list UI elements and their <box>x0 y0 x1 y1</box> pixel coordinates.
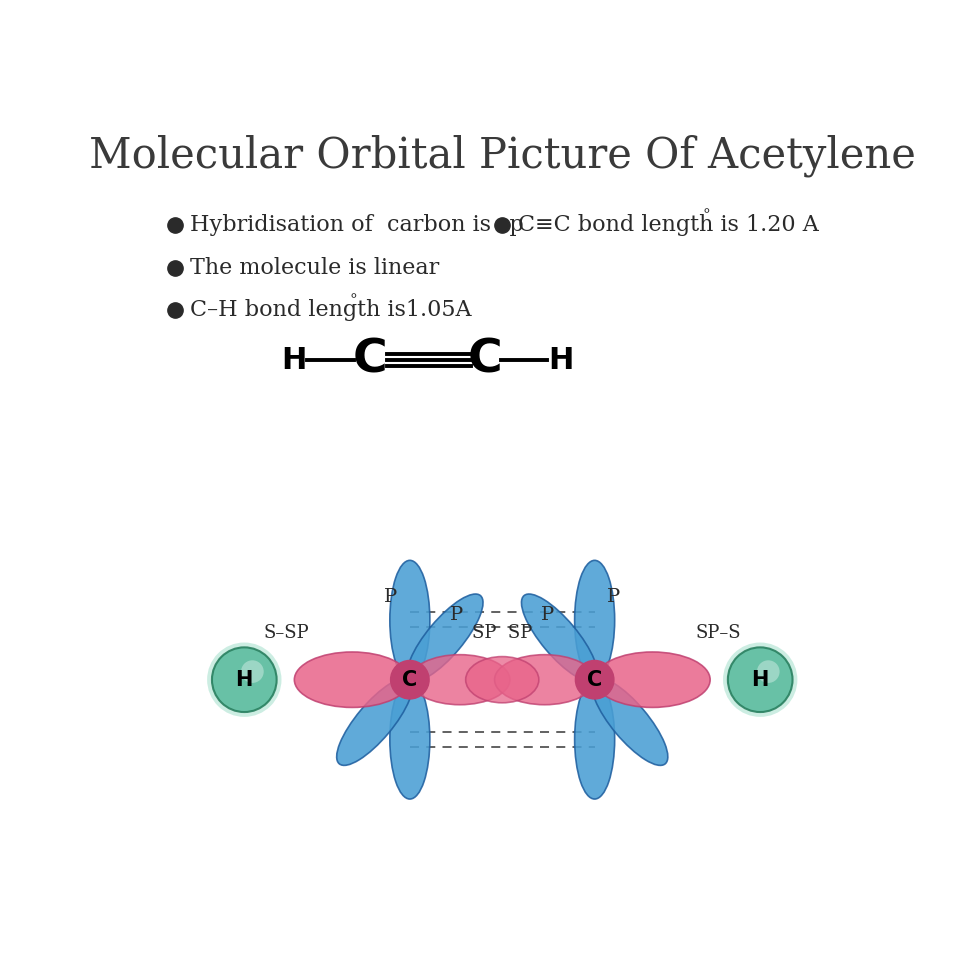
Text: P: P <box>541 606 555 624</box>
Text: C: C <box>353 338 387 382</box>
Ellipse shape <box>410 655 510 705</box>
Ellipse shape <box>495 655 595 705</box>
Text: °: ° <box>350 293 358 307</box>
Ellipse shape <box>466 657 539 703</box>
Text: SP–S: SP–S <box>695 624 741 643</box>
Ellipse shape <box>592 678 667 765</box>
Ellipse shape <box>390 680 430 799</box>
Circle shape <box>723 643 798 717</box>
Ellipse shape <box>408 594 483 681</box>
Text: Molecular Orbital Picture Of Acetylene: Molecular Orbital Picture Of Acetylene <box>89 135 915 177</box>
Ellipse shape <box>390 561 430 680</box>
Text: H: H <box>548 346 573 374</box>
Ellipse shape <box>574 680 614 799</box>
Text: C: C <box>402 669 417 690</box>
Text: The molecule is linear: The molecule is linear <box>190 257 440 278</box>
Circle shape <box>207 643 281 717</box>
Ellipse shape <box>521 594 597 681</box>
Circle shape <box>391 661 429 699</box>
Circle shape <box>728 648 793 712</box>
Ellipse shape <box>337 678 413 765</box>
Circle shape <box>212 648 276 712</box>
Ellipse shape <box>294 652 410 708</box>
Text: C≡C bond length is 1.20 A: C≡C bond length is 1.20 A <box>517 215 818 236</box>
Text: H: H <box>281 346 307 374</box>
Text: C–H bond length is1.05A: C–H bond length is1.05A <box>190 299 472 321</box>
Ellipse shape <box>574 561 614 680</box>
Ellipse shape <box>595 652 710 708</box>
Text: C: C <box>467 338 503 382</box>
Text: H: H <box>235 669 253 690</box>
Text: S–SP: S–SP <box>264 624 310 643</box>
Text: °: ° <box>703 209 710 222</box>
Text: H: H <box>752 669 769 690</box>
Text: Hybridisation of  carbon is sp: Hybridisation of carbon is sp <box>190 215 524 236</box>
Text: P: P <box>450 606 464 624</box>
Circle shape <box>757 661 780 683</box>
Circle shape <box>575 661 613 699</box>
Circle shape <box>241 661 264 683</box>
Text: C: C <box>587 669 603 690</box>
Text: SP  SP: SP SP <box>472 624 532 643</box>
Text: P: P <box>608 588 620 607</box>
Text: P: P <box>384 588 397 607</box>
